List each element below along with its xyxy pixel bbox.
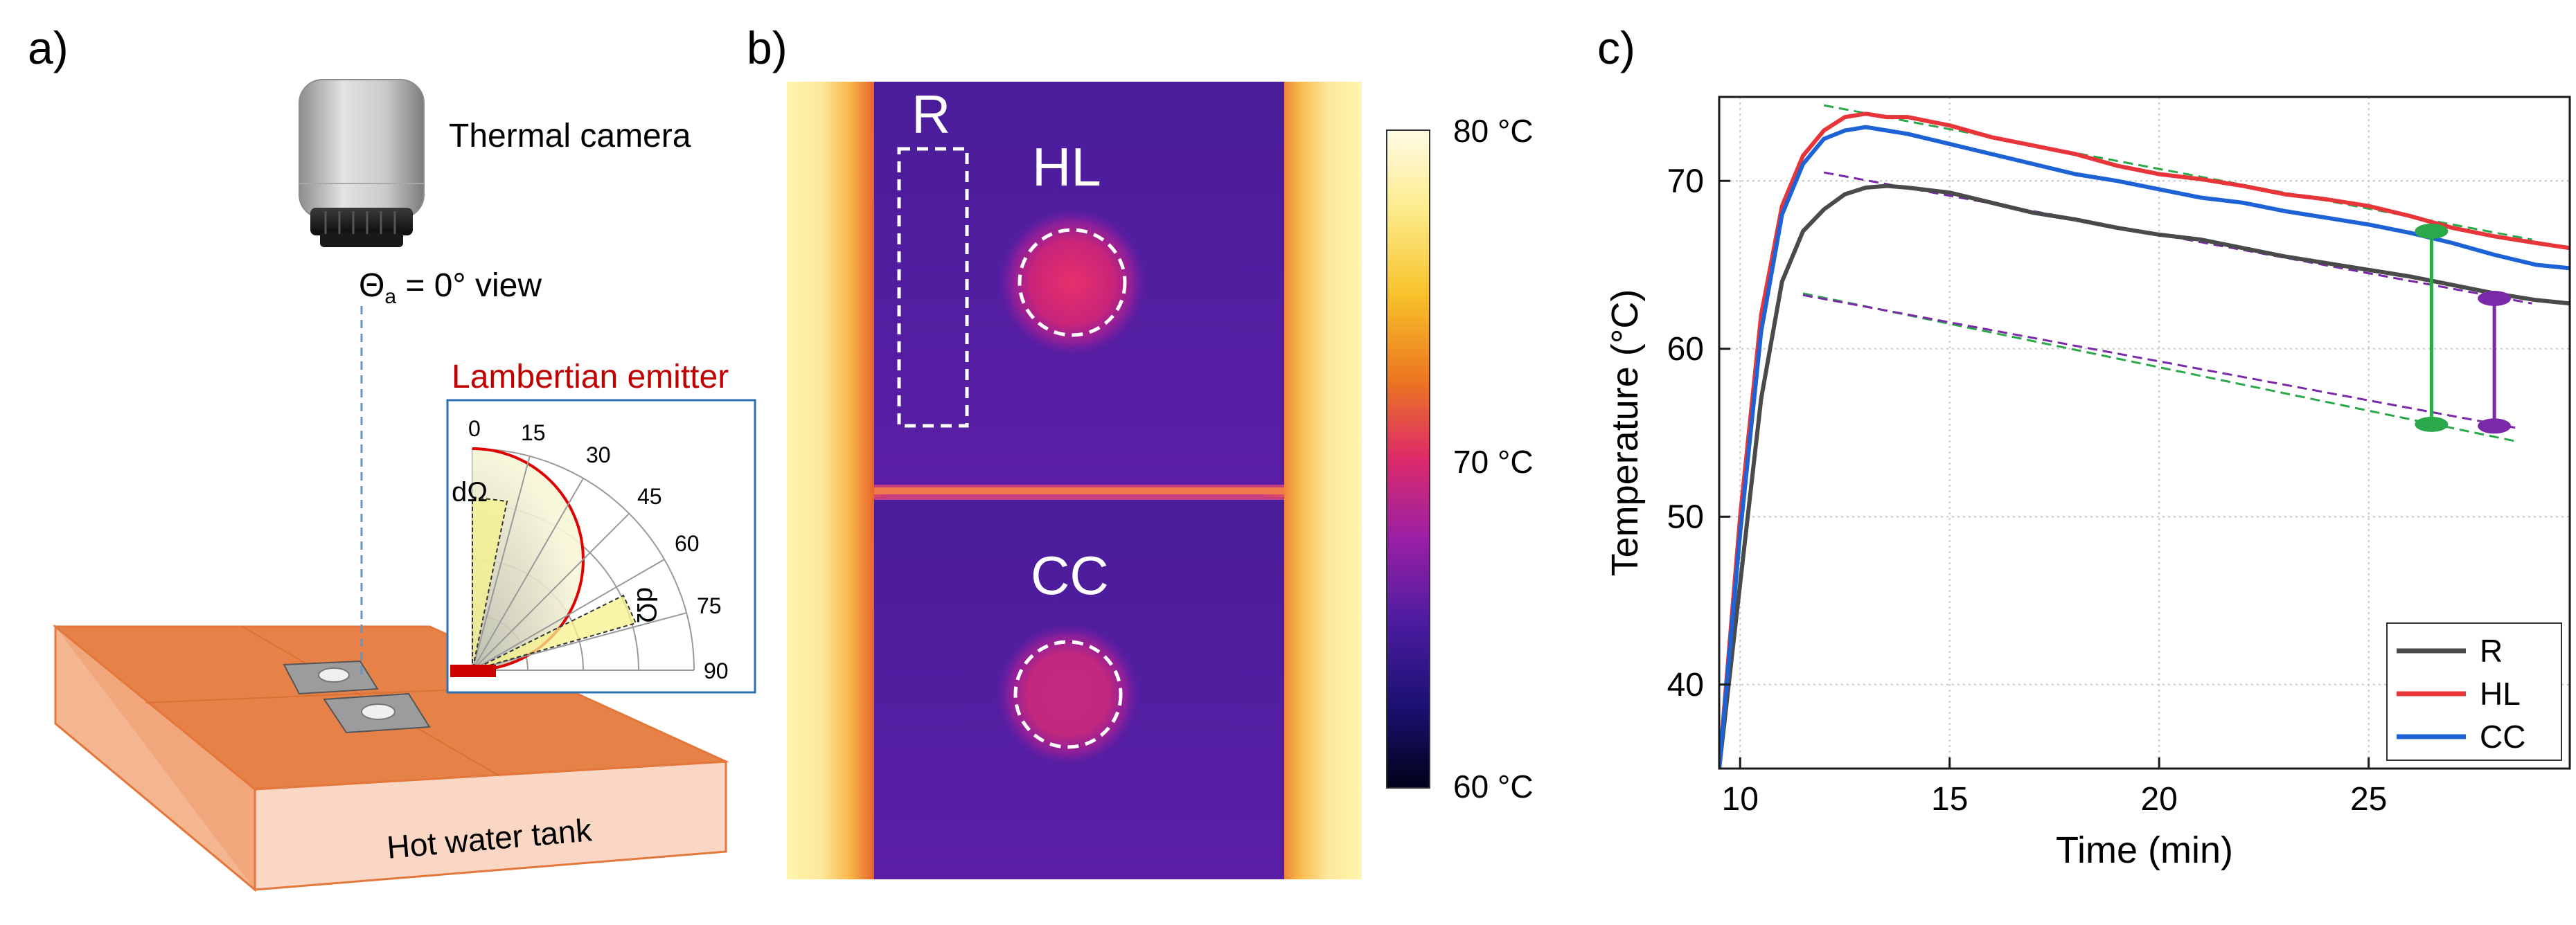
polar-tick-90: 90 <box>704 658 729 683</box>
series-line-cc <box>1719 125 2570 769</box>
series-line-hl <box>1719 111 2570 769</box>
region-cc-label: CC <box>1031 545 1109 606</box>
line-chart: 10 15 20 25 40 50 60 70 Time (min) Temperature … <box>1604 96 2571 871</box>
y-axis-label: Temperature (°C) <box>1604 289 1646 577</box>
y-tick-label: 70 <box>1667 163 1704 199</box>
y-tick-label: 60 <box>1667 331 1704 368</box>
polar-inset: 0 15 30 45 60 75 90 dΩ dΩ <box>446 399 756 694</box>
thermal-image: R HL CC <box>787 82 1362 879</box>
sample-pieces <box>283 660 431 734</box>
polar-tick-30: 30 <box>586 442 611 467</box>
emitter-source <box>450 665 496 677</box>
x-tick-label: 15 <box>1931 781 1968 818</box>
difference-markers <box>2415 224 2512 434</box>
region-hl-label: HL <box>1032 136 1101 197</box>
plot-frame <box>1718 96 2571 770</box>
domega-rotated-label: dΩ <box>631 587 661 623</box>
series-line-r <box>1719 183 2570 769</box>
cc-roi-circle <box>1013 640 1123 749</box>
view-angle-label: Θa = 0° view <box>359 267 542 308</box>
legend-label-hl: HL <box>2480 676 2521 712</box>
series-lines <box>1719 111 2570 769</box>
trend-line <box>1802 294 2516 429</box>
panel-c: c) 10 15 20 25 40 50 60 70 Time (min) Temperatu… <box>1597 22 2571 871</box>
view-angle-subscript: a <box>384 285 396 308</box>
polar-tick-75: 75 <box>697 593 722 618</box>
domega-label: dΩ <box>452 477 488 508</box>
polar-tick-45: 45 <box>637 484 662 509</box>
x-tick-label: 10 <box>1722 781 1759 818</box>
panel-c-label: c) <box>1597 22 1635 73</box>
legend: R HL CC <box>2386 622 2562 761</box>
legend-label-cc: CC <box>2480 719 2525 755</box>
difference-marker-top <box>2478 291 2512 306</box>
polar-tick-15: 15 <box>521 420 546 445</box>
x-tick-label: 25 <box>2350 781 2387 818</box>
panel-a: a) Hot water tank <box>28 22 756 892</box>
colorbar-tick-60: 60 °C <box>1453 769 1534 805</box>
x-axis-label: Time (min) <box>2056 829 2233 871</box>
y-tick-label: 40 <box>1667 667 1704 703</box>
difference-marker-top <box>2415 224 2449 239</box>
emitter-title: Lambertian emitter <box>452 359 729 395</box>
difference-marker-bottom <box>2478 418 2512 434</box>
region-r-label: R <box>912 84 950 145</box>
hl-roi-circle <box>1018 228 1127 337</box>
legend-label-r: R <box>2480 633 2503 669</box>
colorbar-tick-70: 70 °C <box>1453 444 1534 480</box>
view-angle-symbol: Θ <box>359 267 384 304</box>
axis-ticks: 10 15 20 25 40 50 60 70 <box>1667 163 2388 818</box>
colorbar-tick-80: 80 °C <box>1453 113 1534 149</box>
x-tick-label: 20 <box>2140 781 2177 818</box>
polar-tick-0: 0 <box>468 416 481 441</box>
difference-marker-bottom <box>2415 416 2449 432</box>
trend-lines <box>1802 104 2532 442</box>
thermal-camera-icon <box>299 79 425 247</box>
polar-tick-60: 60 <box>675 531 700 556</box>
colorbar: 80 °C 70 °C 60 °C <box>1386 113 1534 805</box>
panel-a-label: a) <box>28 22 69 73</box>
panel-b-label: b) <box>747 22 788 73</box>
camera-label: Thermal camera <box>449 118 691 154</box>
panel-b: b) R HL CC 80 °C 70 °C 60 °C <box>747 22 1534 879</box>
y-tick-label: 50 <box>1667 499 1704 535</box>
view-angle-text: = 0° view <box>396 267 542 304</box>
r-roi-rect <box>897 147 969 428</box>
